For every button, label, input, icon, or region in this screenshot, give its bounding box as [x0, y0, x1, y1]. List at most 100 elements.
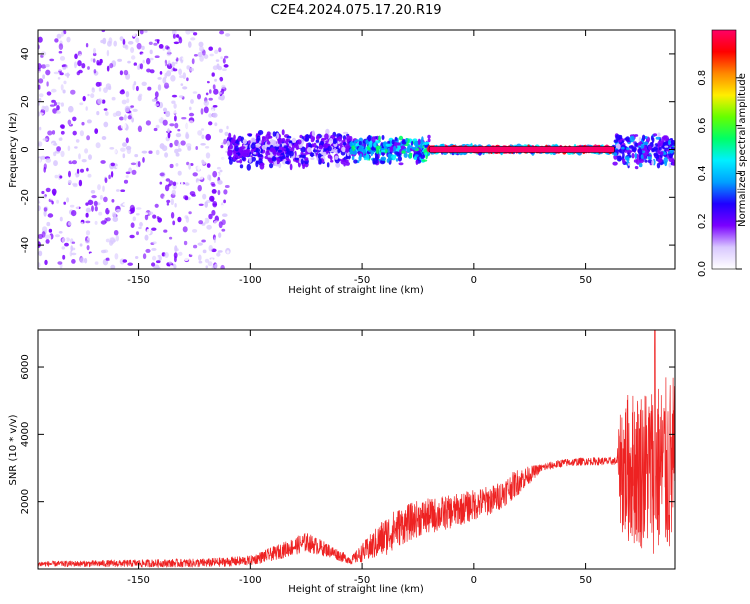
- spectrogram-cell: [395, 158, 399, 162]
- spectrogram-cell: [156, 216, 160, 220]
- spectrogram-cell: [188, 211, 192, 215]
- spectrogram-cell: [288, 146, 292, 149]
- spectrogram-cell: [116, 70, 120, 76]
- spectrogram-cell: [627, 150, 632, 153]
- spectrogram-cell: [174, 122, 179, 129]
- spectrogram-cell: [189, 252, 195, 256]
- spectrogram-cell: [213, 88, 219, 95]
- spectrogram-cell: [146, 68, 151, 73]
- spectrogram-cell: [38, 250, 43, 257]
- spectrogram-cell: [210, 258, 214, 262]
- colorbar-label: Normalized spectral amplitude: [737, 73, 748, 227]
- spectrogram-cell: [190, 37, 196, 41]
- spectrogram-cell: [192, 172, 198, 177]
- spectrogram-cell: [340, 159, 346, 165]
- spectrogram-cell: [169, 265, 174, 269]
- spectrogram-cell: [72, 160, 77, 165]
- spectrogram-cell: [90, 93, 95, 99]
- spectrogram-cell: [192, 91, 198, 94]
- spectrogram-cell: [255, 160, 259, 168]
- spectrogram-cell: [177, 142, 181, 148]
- spectrogram-cell: [152, 117, 158, 122]
- spectrogram-cell: [104, 80, 109, 84]
- spectrogram-cell: [134, 154, 139, 158]
- spectrogram-cell: [101, 99, 106, 104]
- spectrogram-cell: [640, 143, 645, 149]
- spectrogram-cell: [239, 164, 244, 169]
- spectrogram-cell: [162, 47, 165, 51]
- spectrogram-cell: [148, 211, 154, 215]
- spectrogram-cell: [61, 237, 68, 243]
- spectrogram-cell: [57, 261, 63, 265]
- spectrogram-cell: [66, 33, 71, 37]
- spectrogram-cell: [79, 102, 84, 106]
- spectrogram-cell: [182, 72, 186, 80]
- spectrogram-cell: [259, 147, 263, 154]
- spectrogram-cell: [644, 149, 649, 156]
- spectrogram-cell: [197, 165, 201, 172]
- spectrogram-cell: [189, 191, 196, 196]
- spectrogram-cell: [162, 119, 168, 126]
- spectrogram-cell: [89, 252, 93, 256]
- spectrogram-cell: [634, 152, 637, 160]
- spectrogram-cell: [50, 197, 53, 201]
- y-tick-label: -40: [20, 237, 31, 253]
- spectrogram-cell: [197, 130, 203, 136]
- spectrogram-cell: [184, 234, 189, 242]
- spectrogram-cell: [299, 154, 303, 158]
- spectrogram-cell: [132, 108, 138, 112]
- spectrogram-cell: [343, 131, 349, 135]
- spectrogram-cell: [66, 197, 70, 203]
- spectrogram-cell: [420, 144, 423, 149]
- spectrogram-cell: [182, 56, 188, 62]
- spectrogram-cell: [167, 128, 170, 133]
- spectrogram-cell: [398, 162, 404, 166]
- spectrogram-cell: [167, 35, 172, 42]
- spectrogram-cell: [38, 205, 41, 211]
- spectrogram-cell: [318, 158, 322, 165]
- spectrogram-cell: [185, 131, 189, 139]
- spectrogram-cell: [311, 130, 315, 137]
- spectrogram-cell: [126, 98, 130, 104]
- spectrogram-cell: [154, 203, 159, 208]
- spectrogram-cell: [214, 73, 218, 80]
- spectrogram-cell: [193, 244, 198, 249]
- spectrogram-cell: [294, 157, 299, 161]
- spectrogram-cell: [103, 121, 109, 128]
- spectrogram-cell: [81, 121, 85, 126]
- spectrogram-cell: [198, 254, 202, 261]
- snr-y-ticks: 2000 4000 6000: [20, 354, 675, 514]
- spectrogram-cell: [165, 110, 171, 118]
- spectrogram-cell: [62, 52, 67, 56]
- spectrogram-cell: [663, 152, 667, 155]
- spectrogram-cell: [139, 246, 142, 250]
- spectrogram-cell: [638, 147, 641, 152]
- spectrogram-cell: [262, 136, 267, 142]
- spectrogram-cell: [123, 59, 126, 63]
- spectrogram-cell: [122, 203, 129, 206]
- spectrogram-cell: [239, 159, 243, 164]
- spectrogram-cell: [47, 213, 54, 218]
- spectrogram-cell: [54, 174, 59, 179]
- spectrogram-cell: [234, 145, 239, 152]
- spectrogram-cell: [124, 105, 130, 113]
- colorbar-tick-label: 0.8: [697, 70, 708, 86]
- spectrogram-cell: [69, 250, 73, 257]
- spectrogram-cell: [178, 95, 184, 98]
- spectrogram-cell: [74, 100, 78, 106]
- spectrogram-cell: [91, 87, 95, 91]
- spectrogram-cell: [215, 241, 221, 246]
- spectrogram-cell: [74, 53, 78, 60]
- spectrogram-cell: [132, 216, 136, 222]
- spectrogram-cell: [418, 153, 423, 157]
- spectrogram-cell: [67, 145, 71, 152]
- spectrogram-cell: [145, 248, 151, 253]
- spectrogram-cell: [203, 54, 209, 59]
- spectrogram-cell: [295, 155, 300, 158]
- spectrogram-cell: [115, 165, 121, 169]
- spectrogram-cell: [192, 148, 198, 155]
- spectrogram-cell: [111, 137, 117, 141]
- spectrogram-cell: [184, 221, 188, 228]
- spectrogram-cell: [123, 179, 129, 184]
